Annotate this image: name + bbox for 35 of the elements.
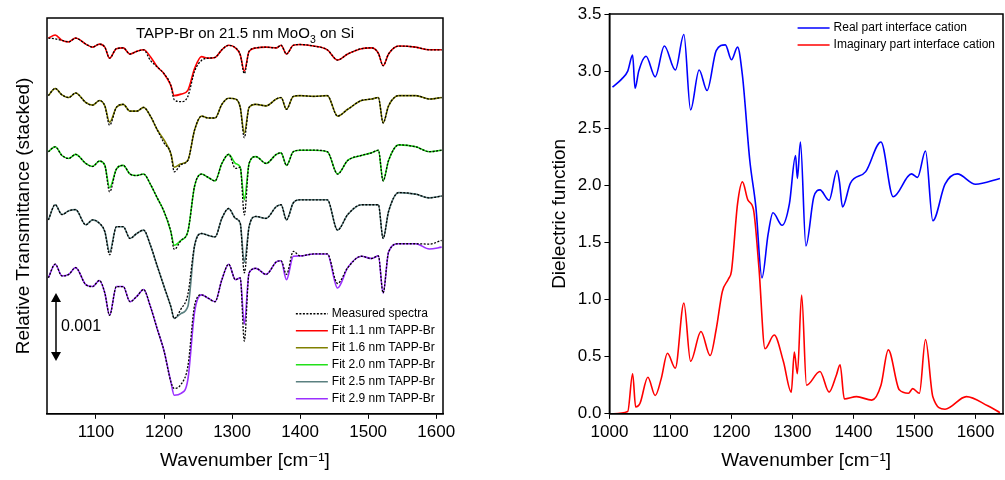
y-tick-label: 1.0 [577,289,602,309]
y-tick-label: 2.0 [577,175,602,195]
legend-label: Fit 1.1 nm TAPP-Br [331,323,435,338]
y-tick-label: 1.5 [577,232,602,252]
x-tick-label: 1000 [590,421,629,441]
legend-label: Fit 1.6 nm TAPP-Br [331,340,435,355]
x-tick-label: 1400 [281,421,320,441]
x-tick-label: 1200 [712,421,751,441]
y-tick-label: 3.0 [577,60,602,80]
line-series [611,33,1001,279]
legend-label: Fit 2.5 nm TAPP-Br [331,374,435,389]
y-tick-label: 0.5 [577,346,602,366]
x-tick-label: 1600 [956,421,995,441]
x-tick-label: 1200 [145,421,183,441]
x-tick-label: 1100 [77,421,115,441]
x-tick-label: 1300 [773,421,812,441]
legend-label: Fit 2.0 nm TAPP-Br [331,357,435,372]
annotation: 0.001 [61,317,102,335]
legend-label: Measured spectra [331,306,429,321]
legend-label: Fit 2.9 nm TAPP-Br [331,391,435,406]
legend-label: Real part interface cation [833,20,967,35]
x-axis-title: Wavenumber [cm⁻¹] [721,448,892,470]
y-tick-label: 2.5 [577,117,602,137]
y-axis-title: Relative Transmittance (stacked) [12,77,34,355]
x-tick-label: 1500 [895,421,934,441]
x-tick-label: 1600 [417,421,456,441]
x-tick-label: 1100 [652,421,689,441]
y-tick-label: 3.5 [577,3,602,23]
x-axis-title: Wavenumber [cm⁻¹] [160,448,330,470]
y-tick-label: 0.0 [577,403,602,423]
x-tick-label: 1300 [213,421,251,441]
x-tick-label: 1500 [349,421,388,441]
x-tick-label: 1400 [834,421,873,441]
y-axis-title: Dielectric function [547,138,569,289]
legend-label: Imaginary part interface cation [833,37,996,52]
